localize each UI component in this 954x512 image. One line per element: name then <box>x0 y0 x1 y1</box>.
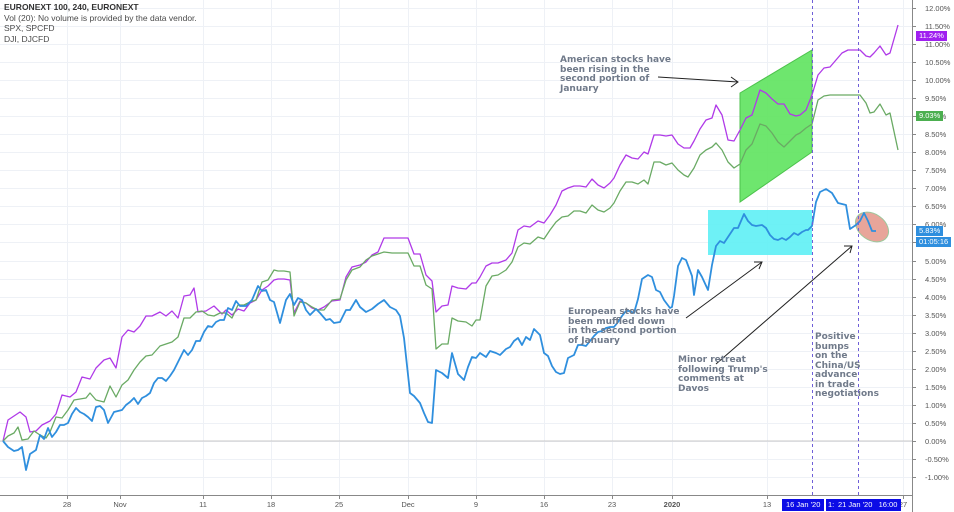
legend-volume[interactable]: Vol (20): No volume is provided by the d… <box>4 12 197 23</box>
y-tick-label: 10.00% <box>925 75 951 85</box>
x-tick-label: 13 <box>762 500 772 509</box>
legend: EURONEXT 100, 240, EURONEXT Vol (20): No… <box>4 2 197 44</box>
x-tick-label: 16 <box>539 500 549 509</box>
y-tick-label: 6.50% <box>925 201 947 211</box>
arrow-american <box>657 76 739 88</box>
red-ellipse-highlight[interactable] <box>850 206 894 248</box>
green-highlight-box[interactable] <box>739 49 813 203</box>
legend-dji[interactable]: DJI, DJCFD <box>4 33 50 44</box>
cyan-highlight-box[interactable] <box>708 210 812 255</box>
y-tick-label: 11.00% <box>925 39 950 49</box>
annotation-arrows <box>657 76 853 365</box>
y-tick-label: 9.50% <box>925 93 947 103</box>
y-tick-label: 3.00% <box>925 328 947 338</box>
series-euronext-100[interactable] <box>2 188 876 471</box>
price-series <box>2 24 899 471</box>
note-minor-retreat[interactable]: Minor retreat following Trump's comments… <box>678 355 768 394</box>
x-tick-label: 2020 <box>663 500 681 509</box>
dji-price-tag: 9.03% <box>916 111 944 121</box>
note-positive-bumps[interactable]: Positive bumps on the China/US advance i… <box>815 332 879 399</box>
y-tick-label: 2.00% <box>925 364 947 374</box>
y-tick-label: 0.00% <box>925 436 947 446</box>
y-tick-label: 1.00% <box>925 400 947 410</box>
y-tick-label: 2.50% <box>925 346 947 356</box>
y-tick-label: 12.00% <box>925 3 951 13</box>
y-tick-label: 11.50% <box>925 21 950 31</box>
date-tag-right: 21 Jan '20 16:00 <box>834 499 902 511</box>
x-axis-ticks <box>67 495 904 499</box>
y-tick-label: 8.50% <box>925 129 947 139</box>
y-tick-label: -0.50% <box>925 454 949 464</box>
date-tag-middle: 1: <box>826 499 837 511</box>
x-tick-label: 23 <box>607 500 617 509</box>
spx-price-tag: 11.24% <box>916 31 947 41</box>
x-tick-label: 11 <box>199 500 207 509</box>
arrow-european <box>685 261 763 319</box>
y-tick-label: 7.00% <box>925 183 947 193</box>
event-vertical-lines <box>812 0 859 495</box>
y-tick-label: 4.00% <box>925 292 947 302</box>
x-tick-label: 27 <box>898 500 908 509</box>
y-tick-label: 0.50% <box>925 418 947 428</box>
legend-spx[interactable]: SPX, SPCFD <box>4 23 55 33</box>
y-tick-label: 1.50% <box>925 382 947 392</box>
y-tick-label: 3.50% <box>925 310 947 320</box>
x-tick-label: 28 <box>62 500 72 509</box>
y-tick-label: 10.50% <box>925 57 951 67</box>
x-tick-label: 9 <box>473 500 479 509</box>
arrow-retreat <box>715 245 853 365</box>
x-tick-label: Dec <box>401 500 415 509</box>
y-axis-ticks <box>912 8 916 478</box>
series-spx[interactable] <box>2 24 899 442</box>
y-tick-label: 7.50% <box>925 165 947 175</box>
y-tick-label: 6.00% <box>925 219 947 229</box>
y-tick-label: -1.00% <box>925 472 949 482</box>
bar-countdown-tag: 01:05:16 <box>916 237 952 247</box>
y-tick-label: 8.00% <box>925 147 947 157</box>
x-tick-label: Nov <box>113 500 127 509</box>
x-tick-label: 18 <box>266 500 276 509</box>
y-tick-label: 4.50% <box>925 274 947 284</box>
legend-main-symbol[interactable]: EURONEXT 100, 240, EURONEXT <box>4 2 139 12</box>
x-tick-label: 25 <box>334 500 344 509</box>
euronext-price-tag: 5.83% <box>916 226 944 236</box>
y-tick-label: 5.00% <box>925 256 947 266</box>
date-tag-left: 16 Jan '20 <box>782 499 825 511</box>
note-american-stocks[interactable]: American stocks have been rising in the … <box>560 55 672 94</box>
series-dji[interactable] <box>2 94 899 442</box>
note-european-stocks[interactable]: European stocks have been muffled down i… <box>568 307 680 346</box>
